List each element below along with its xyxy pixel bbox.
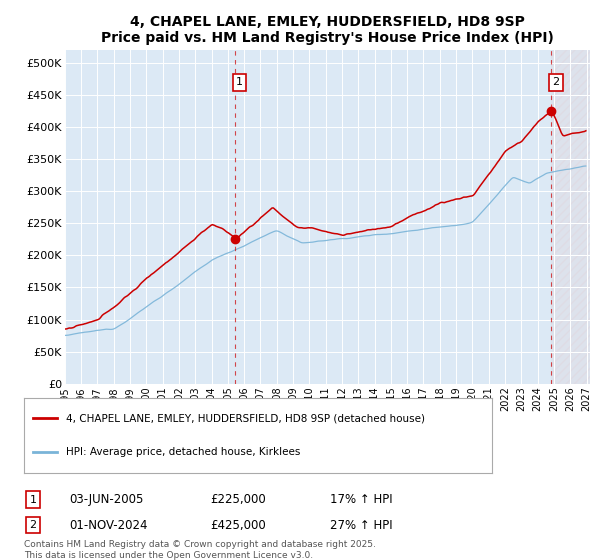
Text: 2: 2 [29, 520, 37, 530]
Title: 4, CHAPEL LANE, EMLEY, HUDDERSFIELD, HD8 9SP
Price paid vs. HM Land Registry's H: 4, CHAPEL LANE, EMLEY, HUDDERSFIELD, HD8… [101, 15, 554, 45]
Text: Contains HM Land Registry data © Crown copyright and database right 2025.
This d: Contains HM Land Registry data © Crown c… [24, 540, 376, 559]
Text: 27% ↑ HPI: 27% ↑ HPI [330, 519, 392, 532]
Text: 2: 2 [553, 77, 560, 87]
Bar [551, 50, 590, 384]
Text: £225,000: £225,000 [210, 493, 266, 506]
Text: 01-NOV-2024: 01-NOV-2024 [69, 519, 148, 532]
Text: 17% ↑ HPI: 17% ↑ HPI [330, 493, 392, 506]
Text: 03-JUN-2005: 03-JUN-2005 [69, 493, 143, 506]
Text: 1: 1 [236, 77, 243, 87]
Text: £425,000: £425,000 [210, 519, 266, 532]
Text: 4, CHAPEL LANE, EMLEY, HUDDERSFIELD, HD8 9SP (detached house): 4, CHAPEL LANE, EMLEY, HUDDERSFIELD, HD8… [66, 413, 425, 423]
Text: 1: 1 [29, 494, 37, 505]
Bar [551, 50, 590, 384]
Text: HPI: Average price, detached house, Kirklees: HPI: Average price, detached house, Kirk… [66, 447, 301, 457]
